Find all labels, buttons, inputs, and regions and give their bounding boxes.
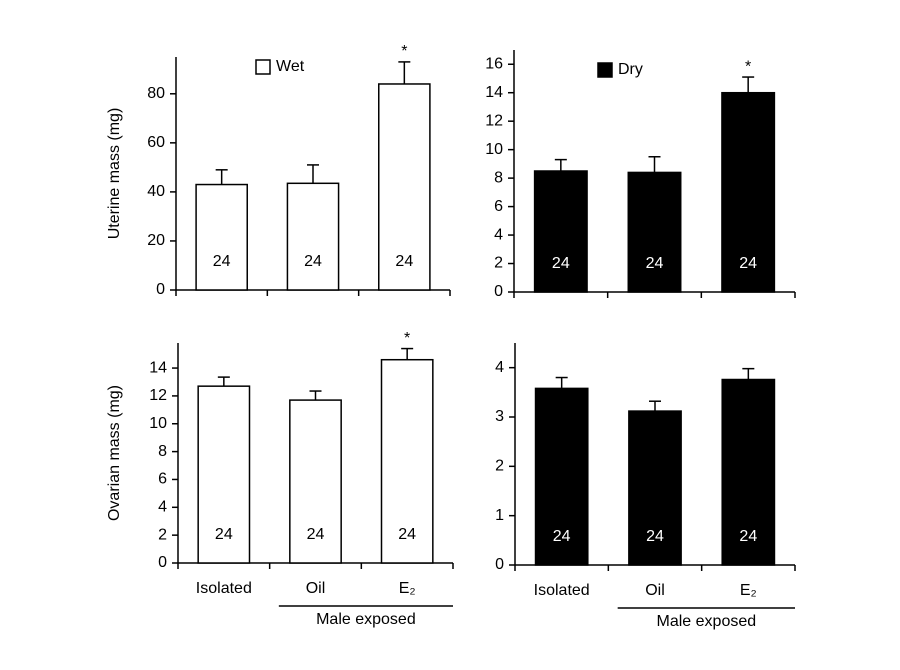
y-tick-label: 80 [147,85,165,102]
y-axis-label: Ovarian mass (mg) [106,385,123,521]
bar [721,378,776,566]
group-label: Male exposed [657,613,757,630]
y-tick-label: 1 [495,507,504,524]
x-tick-label: Oil [645,582,665,599]
y-tick-label: 2 [158,526,167,543]
x-tick-label: E₂ [740,582,757,599]
n-label: 24 [398,526,416,543]
n-label: 24 [646,255,664,272]
group-label: Male exposed [316,611,416,628]
bar [533,170,588,293]
y-tick-label: 14 [485,84,503,101]
y-tick-label: 8 [494,169,503,186]
n-label: 24 [307,526,325,543]
x-tick-label: Isolated [196,580,252,597]
x-tick-label: Isolated [534,582,590,599]
bar [721,91,776,293]
x-tick-label: E₂ [399,580,416,597]
n-label: 24 [395,253,413,270]
y-tick-label: 4 [494,226,503,243]
y-tick-label: 10 [485,141,503,158]
y-tick-label: 3 [495,408,504,425]
y-tick-label: 8 [158,443,167,460]
legend-label: Dry [618,61,643,78]
y-tick-label: 14 [149,359,167,376]
y-tick-label: 0 [495,556,504,573]
n-label: 24 [646,528,664,545]
n-label: 24 [739,255,757,272]
x-tick-label: Oil [306,580,326,597]
bar [197,385,251,564]
y-tick-label: 0 [158,554,167,571]
legend-label: Wet [276,58,305,75]
bar [534,387,589,566]
y-tick-label: 0 [156,281,165,298]
n-label: 24 [215,526,233,543]
y-tick-label: 20 [147,232,165,249]
y-tick-label: 10 [149,415,167,432]
y-tick-label: 6 [494,198,503,215]
y-tick-label: 60 [147,134,165,151]
bar [378,83,431,291]
y-tick-label: 12 [485,112,503,129]
y-tick-label: 40 [147,183,165,200]
y-axis-label: Uterine mass (mg) [106,108,123,240]
legend-swatch [255,59,271,75]
n-label: 24 [739,528,757,545]
bar [627,171,682,293]
n-label: 24 [213,253,231,270]
y-tick-label: 6 [158,471,167,488]
y-tick-label: 16 [485,55,503,72]
significance-marker: * [404,330,410,347]
n-label: 24 [552,255,570,272]
legend-swatch [597,62,613,78]
bar [628,410,682,566]
y-tick-label: 4 [158,499,167,516]
y-tick-label: 4 [495,359,504,376]
n-label: 24 [553,528,571,545]
significance-marker: * [745,58,751,75]
y-tick-label: 2 [494,255,503,272]
bar [195,183,248,291]
n-label: 24 [304,253,322,270]
y-tick-label: 12 [149,387,167,404]
significance-marker: * [401,43,407,60]
y-tick-label: 2 [495,458,504,475]
bar [380,358,434,564]
bar [286,182,340,291]
bar [289,399,342,564]
y-tick-label: 0 [494,283,503,300]
